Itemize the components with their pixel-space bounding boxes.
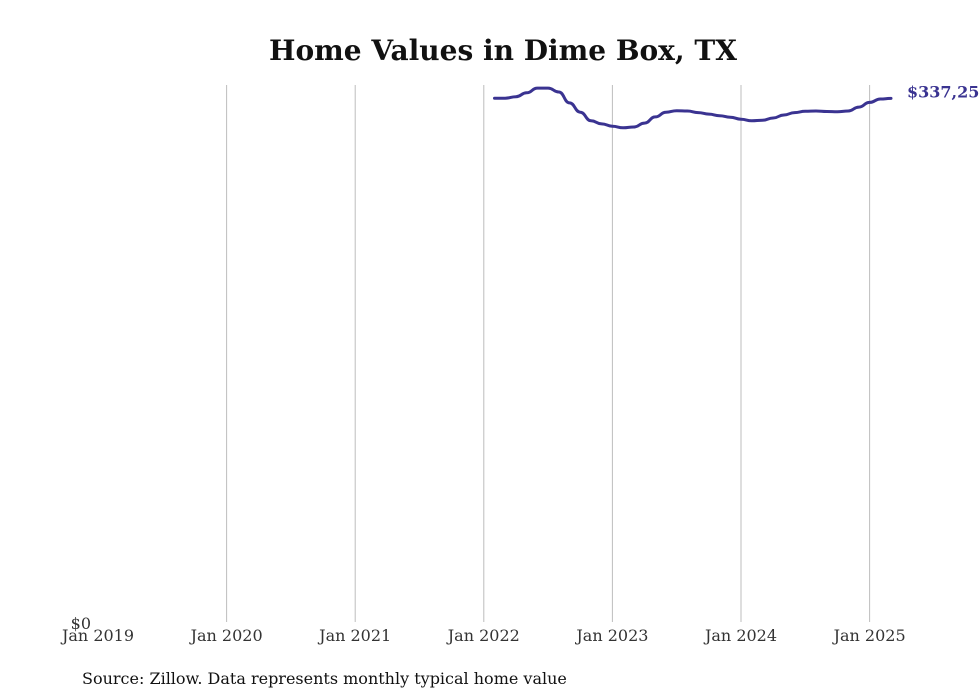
x-tick-label-2023: Jan 2023 xyxy=(574,626,648,645)
x-tick-label-2025: Jan 2025 xyxy=(832,626,906,645)
x-tick-label-2019: Jan 2019 xyxy=(60,626,134,645)
source-note: Source: Zillow. Data represents monthly … xyxy=(82,669,567,688)
x-tick-label-2024: Jan 2024 xyxy=(703,626,777,645)
x-tick-label-2021: Jan 2021 xyxy=(317,626,391,645)
y-axis-tick-label-zero: $0 xyxy=(71,614,91,633)
x-axis-tick-labels: Jan 2019 Jan 2020 Jan 2021 Jan 2022 Jan 2023… xyxy=(60,626,906,645)
grid-lines xyxy=(226,85,871,622)
x-tick-label-2020: Jan 2020 xyxy=(189,626,263,645)
chart-title: Home Values in Dime Box, TX xyxy=(269,34,737,67)
latest-value-label: $337,250 xyxy=(907,82,980,101)
x-tick-label-2022: Jan 2022 xyxy=(446,626,520,645)
home-value-series-line xyxy=(493,86,893,130)
